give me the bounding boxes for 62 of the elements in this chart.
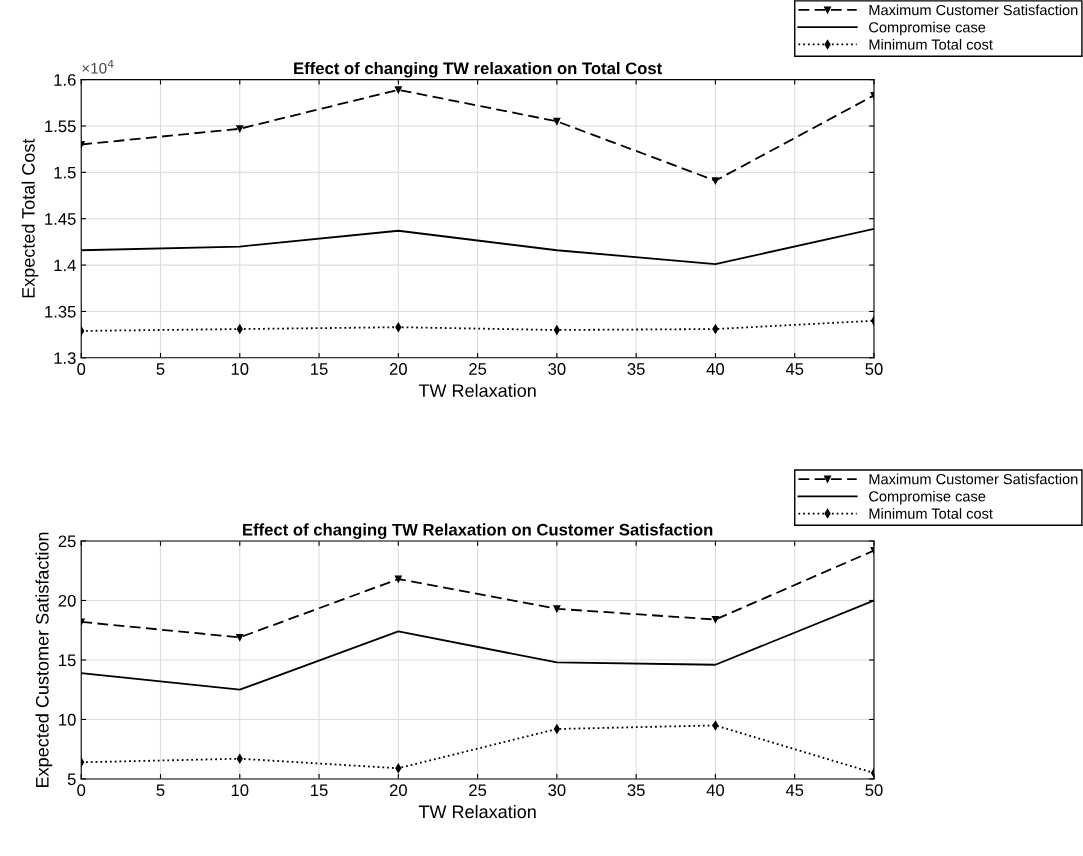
- point: [553, 605, 561, 613]
- point: [553, 325, 560, 335]
- x-tick-label: 40: [706, 784, 725, 797]
- x-tick-label: 5: [156, 784, 165, 797]
- legend-label: Compromise case: [869, 490, 986, 505]
- x-tick-label: 45: [785, 784, 804, 797]
- x-tick-label: 25: [469, 363, 487, 375]
- point: [711, 177, 719, 185]
- x-tick-label: 30: [548, 363, 566, 375]
- y-tick-label: 1.45: [45, 213, 76, 225]
- x-axis-title: TW Relaxation: [418, 383, 536, 398]
- point: [236, 324, 243, 334]
- y-tick-label: 1.55: [45, 120, 76, 133]
- y-tick-label: 5: [67, 773, 76, 786]
- x-tick-label: 15: [311, 363, 328, 375]
- chart-title: Effect of changing TW Relaxation on Customer Satisfaction: [243, 523, 713, 539]
- point: [395, 322, 402, 332]
- y-tick-label: 1.6: [54, 74, 76, 86]
- x-tick-label: 5: [156, 363, 165, 375]
- point: [236, 633, 244, 641]
- y-tick-label: 1.4: [54, 259, 76, 272]
- x-tick-label: 10: [231, 363, 249, 375]
- point: [553, 117, 561, 125]
- legend-label: Minimum Total cost: [869, 38, 993, 50]
- x-tick-label: 0: [77, 363, 86, 375]
- y-tick-label: 1.35: [45, 305, 76, 318]
- text: ×10$^{4}$: [82, 59, 114, 74]
- point: [236, 125, 244, 133]
- x-tick-label: 35: [627, 363, 645, 375]
- x-tick-label: 15: [311, 784, 328, 797]
- x-tick-label: 45: [785, 363, 804, 375]
- x-tick-label: 35: [627, 784, 645, 797]
- y-tick-label: 1.5: [54, 166, 76, 179]
- point: [712, 324, 719, 334]
- point: [553, 724, 560, 734]
- y-axis-title: Expected Customer Satisfaction: [35, 532, 53, 787]
- legend-label: Minimum Total cost: [869, 508, 993, 519]
- y-tick-label: 1.3: [54, 352, 76, 365]
- x-tick-label: 10: [231, 784, 249, 797]
- x-tick-label: 0: [77, 784, 86, 797]
- x-axis-title: TW Relaxation: [418, 804, 536, 819]
- x-tick-label: 40: [706, 363, 725, 375]
- point: [394, 86, 402, 94]
- y-axis-title: Expected Total Cost: [21, 138, 39, 298]
- legend-label: Maximum Customer Satisfaction: [869, 4, 1078, 16]
- x-tick-label: 20: [389, 363, 407, 375]
- y-tick-label: 25: [58, 535, 76, 548]
- x-tick-label: 30: [548, 784, 566, 797]
- y-tick-label: 20: [58, 594, 76, 607]
- x-tick-label: 50: [865, 784, 883, 797]
- legend-label: Compromise case: [869, 21, 986, 36]
- point: [394, 575, 402, 583]
- chart-title: Effect of changing TW relaxation on Total Cost: [294, 61, 662, 78]
- y-tick-label: 10: [59, 713, 76, 726]
- x-tick-label: 50: [865, 363, 883, 375]
- x-tick-label: 25: [469, 784, 487, 797]
- legend-label: Maximum Customer Satisfaction: [869, 473, 1078, 485]
- x-tick-label: 20: [389, 784, 407, 797]
- y-tick-label: 15: [59, 654, 76, 667]
- point: [395, 763, 402, 773]
- point: [236, 754, 243, 764]
- point: [711, 616, 719, 623]
